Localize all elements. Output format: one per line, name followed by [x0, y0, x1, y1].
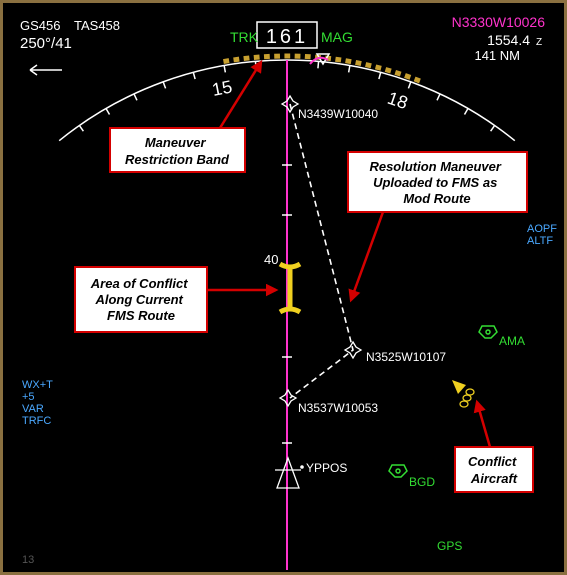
compass-tick	[463, 108, 469, 115]
heading-box	[256, 21, 318, 49]
restriction-band	[413, 76, 421, 84]
time-zone: Z	[536, 37, 542, 48]
conflict-area	[278, 261, 302, 315]
callout-text: Area of Conflict Along Current FMS Route	[90, 276, 191, 323]
compass-tick	[347, 65, 351, 73]
compass-tick	[436, 93, 441, 101]
compass-tick	[317, 61, 320, 69]
status: +5	[22, 391, 35, 403]
true-airspeed: TAS458	[74, 18, 120, 33]
callout-box	[454, 446, 534, 493]
waypoint-label: N3439W10040	[298, 107, 378, 121]
status: AOPF	[527, 223, 557, 235]
compass-tick	[133, 93, 138, 101]
restriction-band	[404, 73, 412, 80]
waypoint-dot	[300, 465, 304, 469]
waypoint-label: N3537W10053	[298, 401, 378, 415]
compass-tick	[192, 72, 196, 80]
callout-text: Resolution Maneuver Uploaded to FMS as M…	[369, 159, 504, 206]
restriction-band	[223, 58, 230, 65]
callout-box	[74, 266, 208, 333]
ground-speed: GS456	[20, 18, 60, 33]
track-mark	[309, 56, 329, 65]
callout-box	[109, 127, 246, 173]
compass-arc	[58, 59, 516, 142]
restriction-band	[243, 55, 250, 62]
status: ALTF	[527, 235, 553, 247]
distance: 141 NM	[474, 48, 520, 63]
compass-tick	[490, 125, 496, 132]
callout-text: Conflict Aircraft	[468, 454, 520, 486]
waypoint-symbols	[275, 94, 363, 489]
compass-label: 15	[210, 77, 233, 100]
status: WX+T	[22, 379, 53, 391]
compass-tick	[407, 81, 412, 89]
status: VAR	[22, 403, 44, 415]
restriction-band	[355, 60, 362, 67]
conflict-aircraft-symbol	[452, 380, 475, 408]
callout-arrow	[218, 59, 263, 129]
altitude-marker: 40	[264, 252, 278, 267]
callout-text: Maneuver Restriction Band	[125, 135, 230, 167]
restriction-band	[394, 69, 402, 77]
waypoint-label: N3525W10107	[366, 350, 446, 364]
route-ticks	[282, 164, 292, 444]
restriction-band	[233, 56, 240, 63]
position: N3330W10026	[452, 14, 546, 30]
navaid-label: AMA	[499, 334, 525, 348]
compass-tick	[378, 72, 382, 80]
wind-arrow	[29, 64, 62, 76]
compass-tick	[162, 81, 167, 89]
callout-box	[347, 151, 528, 213]
mod-route	[289, 103, 354, 399]
compass-tick	[78, 125, 84, 132]
compass-tick	[254, 61, 257, 69]
waypoint-label: YPPOS	[306, 461, 347, 475]
navaid-symbols	[388, 325, 498, 478]
navaid-label: BGD	[409, 475, 435, 489]
track-label: TRK	[230, 29, 259, 45]
restriction-band	[384, 67, 392, 74]
restriction-band	[365, 62, 372, 69]
compass-tick	[223, 65, 227, 73]
nav-source: GPS	[437, 539, 462, 553]
status: TRFC	[22, 415, 51, 427]
compass-tick	[105, 108, 111, 115]
heading: 161	[266, 26, 308, 48]
reference: MAG	[321, 29, 353, 45]
restriction-band	[374, 64, 382, 71]
time: 1554.4	[487, 32, 530, 48]
wind: 250°/41	[20, 35, 72, 52]
callout-arrow	[348, 211, 385, 303]
callout-arrow	[473, 399, 492, 448]
restriction-band	[345, 58, 352, 65]
corner-number: 13	[22, 554, 34, 566]
restriction-band	[335, 56, 342, 63]
